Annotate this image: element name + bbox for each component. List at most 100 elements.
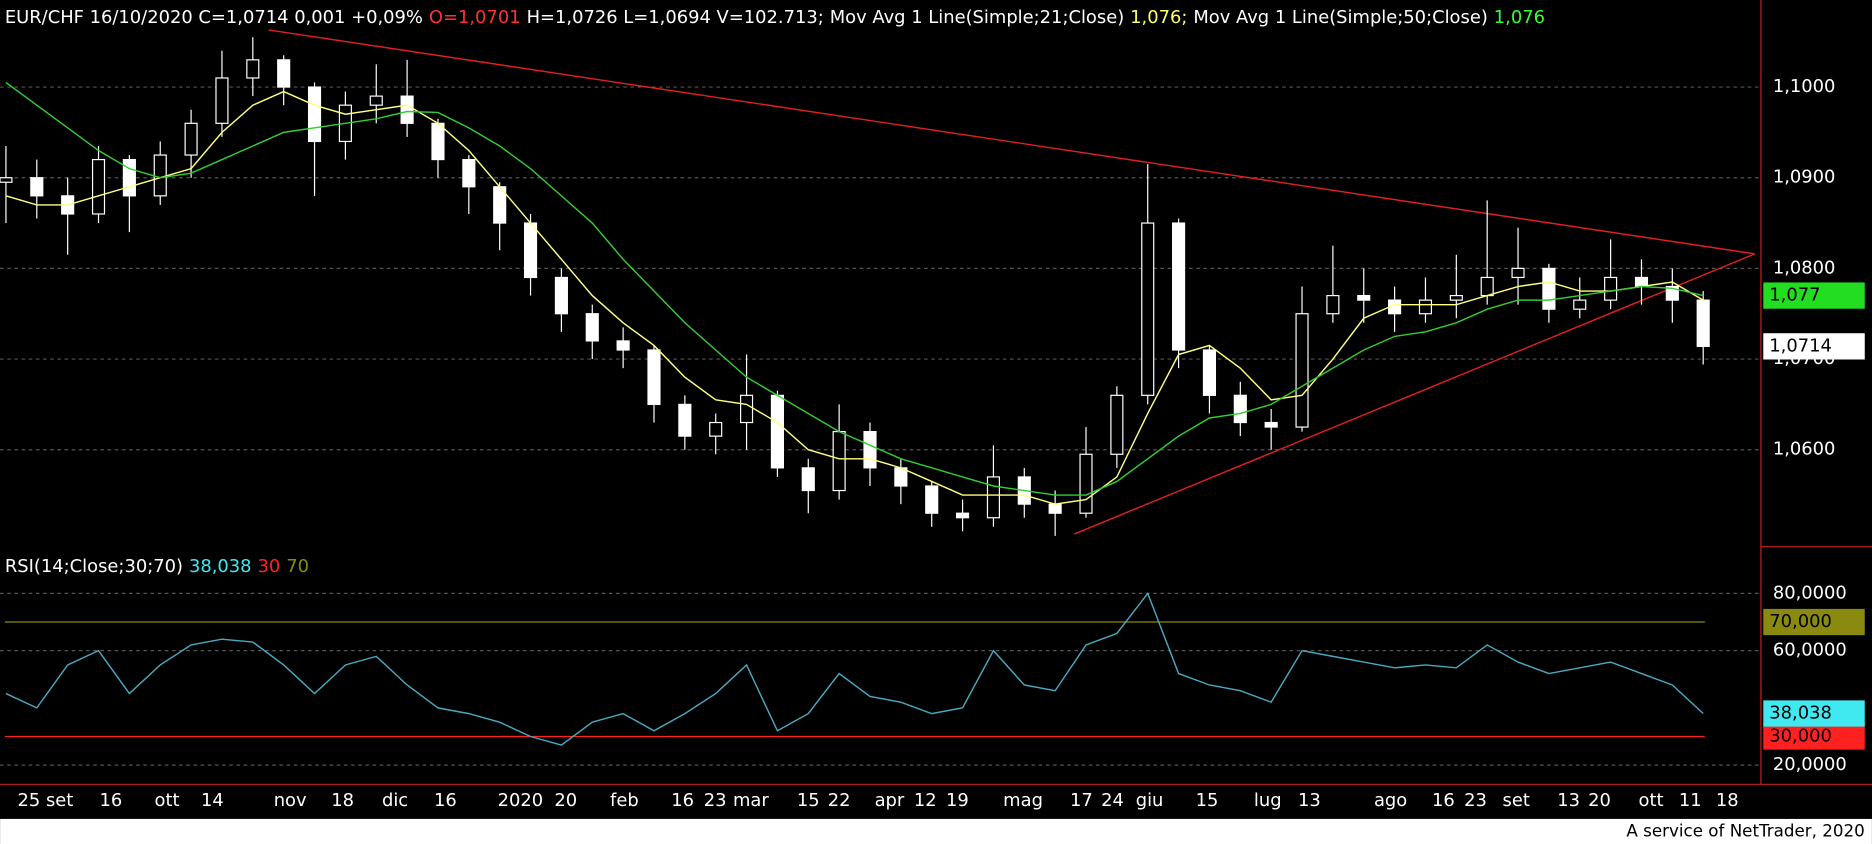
x-tick-label: ott bbox=[155, 790, 180, 811]
candle-body bbox=[863, 430, 877, 469]
x-tick-label: 16 bbox=[671, 790, 694, 811]
x-tick-label: 16 bbox=[434, 790, 457, 811]
footer: A service of NetTrader, 2020 bbox=[1626, 821, 1864, 841]
panel-title: RSI(14;Close;30;70) 38,038 30 70 bbox=[5, 556, 309, 577]
panel-title-value: 38,038 bbox=[189, 556, 252, 577]
candle-body bbox=[1604, 276, 1618, 301]
y-tick-label: 1,0800 bbox=[1773, 257, 1836, 278]
x-tick-label: ott bbox=[1639, 790, 1664, 811]
candle-body bbox=[91, 158, 106, 215]
candle-body bbox=[1480, 276, 1494, 297]
candle-body bbox=[739, 394, 754, 424]
candle-body bbox=[1449, 294, 1463, 301]
candle-body bbox=[770, 394, 784, 469]
x-tick-label: nov bbox=[274, 790, 307, 811]
y-tick-label: 1,1000 bbox=[1773, 76, 1836, 97]
header: EUR/CHF 16/10/2020 C=1,0714 0,001 +0,09%… bbox=[5, 7, 1545, 28]
candle-body bbox=[616, 340, 630, 351]
panel-title-level: 30 bbox=[258, 556, 281, 577]
value-box bbox=[1763, 282, 1865, 309]
y-tick-label: 60,0000 bbox=[1773, 640, 1847, 661]
x-tick-label: mar bbox=[733, 790, 769, 811]
candle-body bbox=[1511, 267, 1525, 279]
x-tick-label: ago bbox=[1374, 790, 1407, 811]
candle-body bbox=[678, 403, 692, 437]
candle-body bbox=[523, 222, 538, 279]
header-part: EUR/CHF 16/10/2020 C=1,0714 0,001 +0,09% bbox=[5, 7, 423, 28]
candle-body bbox=[246, 59, 260, 79]
x-tick-label: 20 bbox=[1588, 790, 1611, 811]
candle-body bbox=[153, 154, 167, 197]
candle-body bbox=[1079, 453, 1093, 514]
x-tick-label: 16 bbox=[99, 790, 122, 811]
candle-body bbox=[1141, 222, 1155, 396]
value-box-label: 70,000 bbox=[1769, 611, 1832, 632]
value-box-label: 38,038 bbox=[1769, 703, 1832, 724]
candle-body bbox=[30, 177, 44, 197]
candle-body bbox=[801, 467, 815, 492]
line bbox=[5, 81, 1704, 496]
candle-body bbox=[184, 122, 198, 156]
candle-body bbox=[1202, 349, 1217, 396]
x-tick-label: 18 bbox=[1716, 790, 1739, 811]
x-tick-label: feb bbox=[610, 790, 639, 811]
candle-body bbox=[585, 313, 599, 342]
candle-body bbox=[894, 467, 908, 487]
y-tick-label: 1,0900 bbox=[1773, 167, 1836, 188]
x-tick-label: 14 bbox=[201, 790, 224, 811]
y-tick-label: 20,0000 bbox=[1773, 754, 1847, 775]
candle-body bbox=[1542, 267, 1556, 310]
line bbox=[5, 591, 1704, 746]
candle-body bbox=[1634, 276, 1649, 288]
value-box-label: 30,000 bbox=[1769, 726, 1832, 747]
header-part: Mov Avg 1 Line(Simple;50;Close) bbox=[1193, 7, 1487, 28]
candle-body bbox=[1172, 222, 1186, 351]
x-tick-label: set bbox=[1503, 790, 1530, 811]
candle-body bbox=[1665, 285, 1679, 301]
x-tick-label: lug bbox=[1254, 790, 1282, 811]
candle-body bbox=[709, 421, 723, 437]
x-tick-label: 25 set bbox=[18, 790, 74, 811]
candle-body bbox=[956, 512, 970, 519]
y-tick-label: 1,0600 bbox=[1773, 439, 1836, 460]
value-box bbox=[1763, 333, 1865, 360]
x-tick-label: 17 bbox=[1070, 790, 1093, 811]
x-tick-label: 16 bbox=[1432, 790, 1455, 811]
line bbox=[5, 90, 1704, 505]
trendline bbox=[268, 29, 1755, 255]
value-box bbox=[1763, 608, 1865, 636]
header-part: O=1,0701 bbox=[429, 7, 521, 28]
candle-body bbox=[1295, 313, 1309, 428]
candle-body bbox=[277, 59, 291, 88]
x-tick-label: 13 bbox=[1557, 790, 1580, 811]
candle-body bbox=[1326, 294, 1340, 315]
candle-body bbox=[400, 95, 414, 124]
candle-body bbox=[832, 430, 846, 492]
x-tick-label: 22 bbox=[828, 790, 851, 811]
x-tick-label: apr bbox=[875, 790, 905, 811]
x-tick-label: 24 bbox=[1101, 790, 1124, 811]
candle-body bbox=[215, 77, 229, 124]
candle-body bbox=[1233, 394, 1247, 424]
x-tick-label: giu bbox=[1136, 790, 1164, 811]
x-tick-label: 18 bbox=[331, 790, 354, 811]
panel-title-level: 70 bbox=[286, 556, 309, 577]
header-part: Mov Avg 1 Line(Simple;21;Close) bbox=[830, 7, 1124, 28]
x-tick-label: 23 bbox=[1464, 790, 1487, 811]
candle-body bbox=[1264, 421, 1278, 428]
candle-body bbox=[1696, 299, 1710, 347]
x-tick-label: 23 bbox=[704, 790, 727, 811]
x-tick-label: 2020 bbox=[498, 790, 544, 811]
candle-body bbox=[1418, 299, 1433, 315]
value-box bbox=[1763, 700, 1865, 727]
panel-title-name: RSI(14;Close;30;70) bbox=[5, 556, 183, 577]
candle-body bbox=[1357, 294, 1371, 301]
candle-body bbox=[307, 86, 322, 143]
x-tick-label: 11 bbox=[1679, 790, 1702, 811]
candle-body bbox=[986, 476, 1000, 519]
candle-body bbox=[554, 276, 568, 315]
x-tick-label: 12 bbox=[914, 790, 937, 811]
header-part: 1,076; bbox=[1130, 7, 1187, 28]
